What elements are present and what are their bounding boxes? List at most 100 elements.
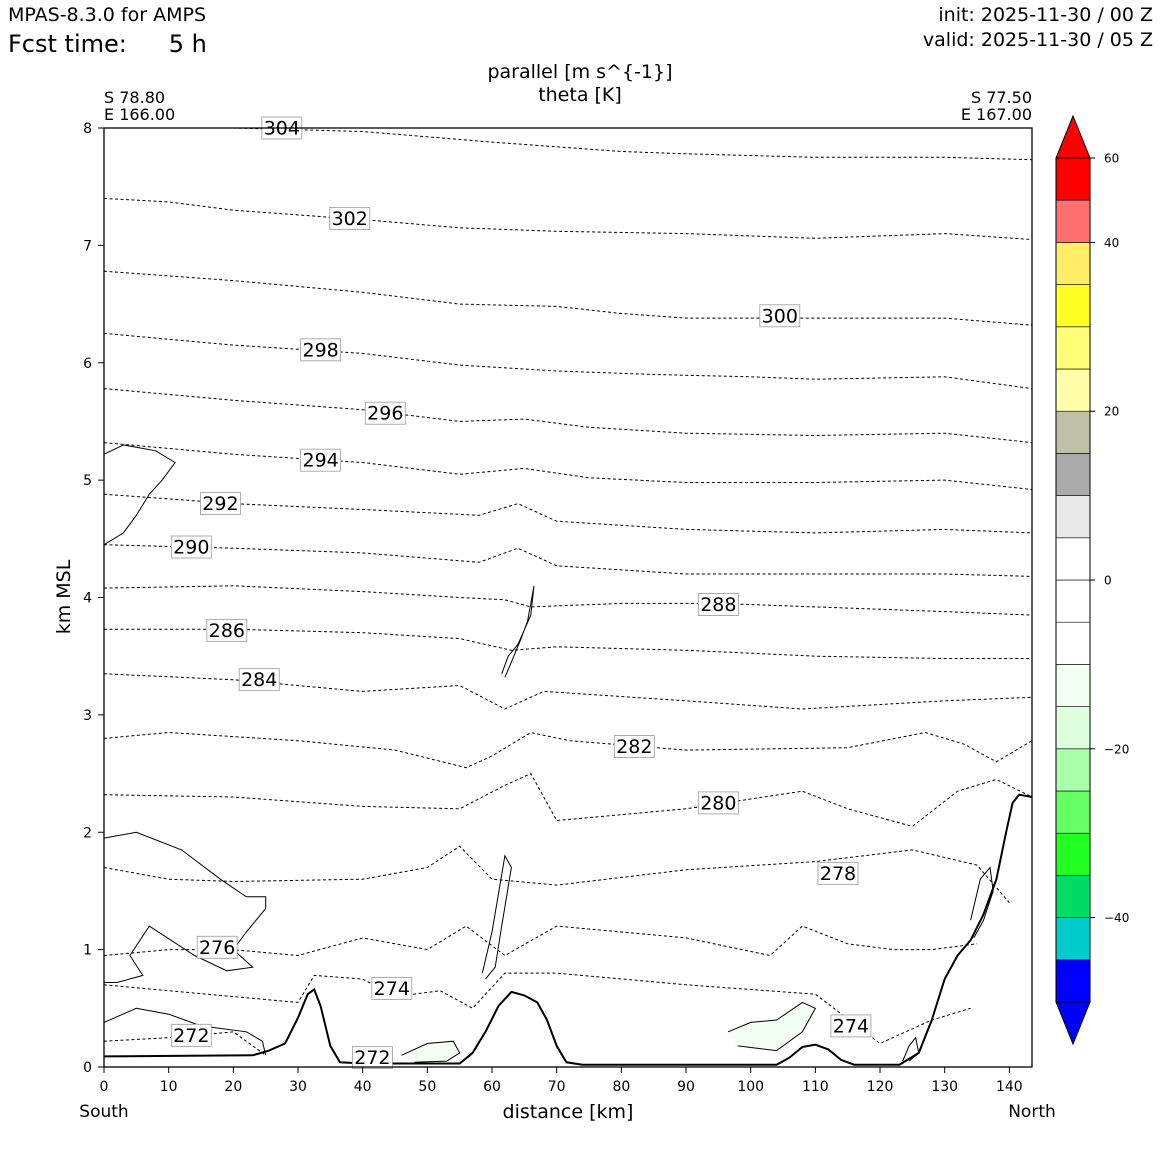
theta-contour-286 bbox=[104, 628, 1032, 659]
colorbar-bin-13 bbox=[1055, 453, 1091, 496]
theta-label-296: 296 bbox=[364, 401, 406, 425]
left-endpoint-lon: E 166.00 bbox=[104, 105, 175, 124]
y-tick-label-0: 0 bbox=[83, 1060, 92, 1076]
colorbar-bin-1 bbox=[1055, 959, 1091, 1003]
colorbar-bin-11 bbox=[1055, 537, 1091, 581]
theta-label-272-box bbox=[170, 1023, 212, 1047]
theta-label-284: 284 bbox=[238, 668, 280, 691]
theta-contour-278 bbox=[104, 845, 1010, 904]
colorbar-bin-15 bbox=[1055, 368, 1091, 412]
colorbar-bin-20 bbox=[1055, 157, 1091, 201]
chart-title-line-1: parallel [m s^{-1}] bbox=[487, 61, 672, 83]
x-tick-label-0: 0 bbox=[100, 1079, 109, 1095]
theta-label-294: 294 bbox=[300, 448, 342, 472]
theta-label-298: 298 bbox=[300, 338, 342, 362]
y-axis-ticks: 0 1 2 3 4 5 6 7 8 bbox=[83, 121, 104, 1076]
theta-label-extra-2-box bbox=[830, 1014, 872, 1038]
model-title: MPAS-8.3.0 for AMPS bbox=[8, 4, 207, 26]
terrain bbox=[103, 793, 1033, 1066]
y-axis-label: km MSL bbox=[53, 559, 75, 634]
valid-time: valid: 2025-11-30 / 05 Z bbox=[922, 29, 1153, 51]
wind-contour-1 bbox=[104, 444, 176, 546]
theta-label-280-text: 280 bbox=[700, 792, 736, 814]
colorbar-tick-label-1: 40 bbox=[1104, 236, 1119, 250]
x-tick-label-50: 50 bbox=[418, 1079, 436, 1095]
theta-label-extra-2: 274 bbox=[830, 1014, 872, 1038]
theta-contour-300 bbox=[104, 270, 1032, 326]
plot-background bbox=[104, 128, 1032, 1067]
theta-contour-288 bbox=[104, 585, 1032, 616]
wind-contour-2 bbox=[501, 585, 535, 678]
wind-contour-6 bbox=[401, 1040, 461, 1063]
south-label: South bbox=[79, 1102, 128, 1122]
theta-label-302: 302 bbox=[329, 206, 371, 230]
forecast-time-value: 5 h bbox=[168, 30, 207, 58]
theta-label-282-box bbox=[613, 735, 655, 758]
theta-label-282: 282 bbox=[613, 735, 655, 758]
y-tick-label-1: 1 bbox=[83, 943, 92, 959]
theta-label-302-box bbox=[329, 206, 371, 230]
theta-contour-296 bbox=[104, 388, 1032, 444]
right-endpoint-lat: S 77.50 bbox=[971, 88, 1032, 107]
theta-contour-290 bbox=[104, 544, 1032, 577]
theta-contours bbox=[104, 128, 1032, 1056]
x-tick-label-110: 110 bbox=[802, 1079, 829, 1095]
theta-label-288-box bbox=[697, 593, 739, 616]
north-label: North bbox=[1008, 1102, 1056, 1122]
colorbar-tick-label-3: 0 bbox=[1104, 574, 1112, 588]
theta-contour-302 bbox=[104, 197, 1032, 240]
theta-label-extra-1: 272 bbox=[351, 1046, 393, 1070]
theta-label-274: 274 bbox=[371, 976, 413, 1000]
colorbar-bin-18 bbox=[1055, 242, 1091, 285]
theta-label-300: 300 bbox=[759, 304, 801, 327]
theta-label-288-text: 288 bbox=[700, 594, 736, 616]
y-tick-label-6: 6 bbox=[83, 356, 92, 372]
theta-label-276: 276 bbox=[196, 935, 238, 959]
right-endpoint-lon: E 167.00 bbox=[961, 105, 1032, 124]
x-tick-label-120: 120 bbox=[867, 1079, 894, 1095]
theta-label-296-box bbox=[364, 401, 406, 425]
colorbar-extend-min bbox=[1055, 1001, 1091, 1046]
colorbar-bin-9 bbox=[1055, 621, 1091, 665]
theta-contour-294 bbox=[104, 442, 1032, 490]
y-tick-label-7: 7 bbox=[83, 238, 92, 254]
colorbar-bin-17 bbox=[1055, 284, 1091, 328]
theta-label-276-text: 276 bbox=[199, 937, 235, 959]
theta-label-extra-1-text: 272 bbox=[354, 1047, 390, 1069]
colorbar-bin-14 bbox=[1055, 410, 1091, 454]
colorbar-bin-8 bbox=[1055, 664, 1091, 707]
theta-label-292-text: 292 bbox=[202, 493, 238, 515]
colorbar-tick-label-4: −20 bbox=[1104, 742, 1129, 756]
x-tick-label-140: 140 bbox=[996, 1079, 1023, 1095]
theta-label-298-box bbox=[300, 338, 342, 362]
theta-label-274-text: 274 bbox=[374, 978, 410, 1000]
theta-label-278-box bbox=[817, 861, 859, 885]
x-axis-ticks: 0 10 20 30 40 50 60 70 80 90 100 110 120 130 140 bbox=[100, 1067, 1023, 1095]
theta-label-284-text: 284 bbox=[241, 669, 277, 691]
theta-label-286-box bbox=[206, 618, 248, 642]
x-tick-label-100: 100 bbox=[737, 1079, 764, 1095]
x-tick-label-40: 40 bbox=[354, 1079, 372, 1095]
theta-contour-292 bbox=[104, 493, 1032, 534]
theta-label-290: 290 bbox=[170, 535, 212, 559]
x-tick-label-90: 90 bbox=[677, 1079, 695, 1095]
theta-contour-282 bbox=[104, 731, 1032, 769]
theta-label-300-text: 300 bbox=[762, 305, 798, 327]
theta-label-294-text: 294 bbox=[303, 450, 339, 472]
colorbar-tick-label-5: −40 bbox=[1104, 911, 1129, 925]
theta-label-extra-1-box bbox=[351, 1046, 393, 1070]
terrain-line bbox=[103, 793, 1033, 1066]
plot-area: 3043023002982962942922902882862842822802… bbox=[103, 116, 1033, 1070]
y-tick-label-8: 8 bbox=[83, 121, 92, 137]
colorbar-extend-max bbox=[1055, 114, 1091, 159]
colorbar-tick-label-0: 60 bbox=[1104, 152, 1119, 166]
forecast-time-label: Fcst time: bbox=[8, 30, 127, 58]
colorbar-bin-3 bbox=[1055, 875, 1091, 918]
theta-contour-280 bbox=[104, 772, 1032, 827]
colorbar: 60 40 20 0 −20 −40 bbox=[1055, 114, 1129, 1046]
y-tick-label-4: 4 bbox=[83, 591, 92, 607]
chart-title-line-2: theta [K] bbox=[538, 84, 622, 106]
theta-contour-272 bbox=[104, 1031, 266, 1056]
y-tick-label-2: 2 bbox=[83, 825, 92, 841]
